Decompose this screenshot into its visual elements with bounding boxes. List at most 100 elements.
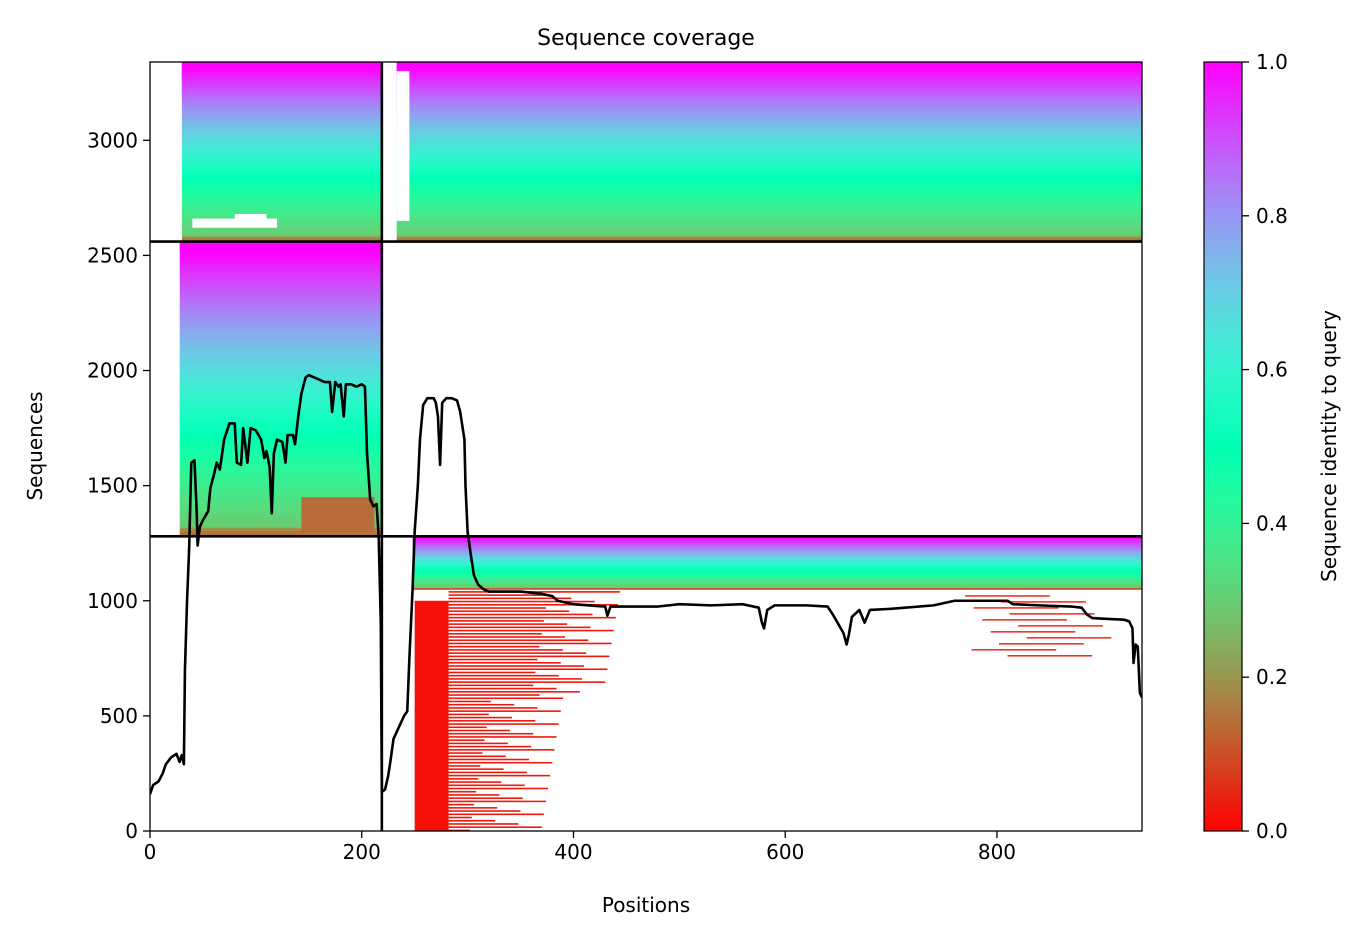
- heat-band-mid-chain-a: [179, 447, 382, 451]
- heat-band-top-chain-b: [396, 77, 1142, 81]
- heat-band-top-chain-a: [181, 121, 382, 125]
- heat-band-top-chain-b: [396, 166, 1142, 169]
- heat-band-mid-chain-a: [179, 481, 382, 484]
- heat-band-top-chain-b: [396, 73, 1142, 77]
- heat-band-top-chain-a: [181, 134, 382, 138]
- heat-band-mid-chain-a: [179, 302, 382, 305]
- heat-band-low-chain-b: [412, 537, 1142, 541]
- heat-band-top-chain-a: [181, 118, 382, 121]
- heat-red-streak: [990, 631, 1076, 633]
- heat-band-mid-chain-a: [179, 508, 382, 512]
- heat-band-mid-chain-a: [179, 418, 382, 421]
- heat-band-mid-chain-a: [179, 335, 382, 338]
- y-tick-label: 0: [125, 819, 138, 843]
- x-tick-label: 600: [766, 840, 804, 864]
- heat-band-top-chain-b: [396, 66, 1142, 70]
- x-tick-label: 0: [144, 840, 157, 864]
- heat-band-mid-chain-a: [179, 315, 382, 318]
- heat-band-top-chain-b: [396, 140, 1142, 143]
- heat-band-top-chain-a: [181, 103, 382, 106]
- heat-red-streak: [448, 697, 563, 700]
- heat-band-top-chain-a: [181, 225, 382, 228]
- heat-band-low-chain-b: [412, 556, 1142, 559]
- heat-band-top-chain-a: [181, 142, 382, 145]
- heat-band-low-chain-b: [412, 567, 1142, 570]
- heat-red-streak: [448, 732, 534, 735]
- heat-band-mid-chain-a: [179, 411, 382, 414]
- heat-band-top-chain-b: [396, 92, 1142, 95]
- heat-band-mid-chain-a: [179, 296, 382, 300]
- heat-band-low-chain-b: [412, 574, 1142, 577]
- heat-band-top-chain-b: [396, 195, 1142, 198]
- heat-red-streak: [448, 816, 472, 819]
- heat-band-mid-chain-a: [179, 455, 382, 458]
- heat-band-mid-chain-a: [179, 252, 382, 256]
- heat-red-streak: [1009, 613, 1095, 615]
- heat-band-mid-chain-a: [179, 493, 382, 497]
- heat-band-top-chain-a: [181, 182, 382, 186]
- heat-band-mid-chain-a: [179, 258, 382, 261]
- heat-band-low-chain-b: [412, 576, 1142, 579]
- heat-band-top-chain-b: [396, 155, 1142, 158]
- heat-band-top-chain-b: [396, 171, 1142, 175]
- y-tick-label: 2000: [87, 359, 138, 383]
- heat-red-streak: [448, 629, 614, 632]
- heat-band-top-chain-a: [181, 85, 382, 88]
- heat-band-top-chain-a: [181, 125, 382, 128]
- heat-band-low-chain-b: [412, 578, 1142, 581]
- heat-band-top-chain-a: [181, 201, 382, 204]
- heat-band-top-chain-a: [181, 228, 382, 232]
- heat-band-top-chain-b: [396, 230, 1142, 233]
- heat-band-mid-chain-a: [179, 377, 382, 381]
- heat-band-top-chain-a: [181, 68, 382, 71]
- heat-band-top-chain-a: [181, 158, 382, 162]
- heat-band-mid-chain-a: [179, 434, 382, 438]
- heat-band-top-chain-a: [181, 156, 382, 160]
- heat-red-streak: [448, 684, 534, 687]
- chart-title: Sequence coverage: [537, 26, 755, 51]
- heat-band-top-chain-a: [181, 140, 382, 143]
- heat-band-top-chain-a: [181, 186, 382, 189]
- heat-gap: [234, 213, 267, 224]
- heat-band-mid-chain-a: [179, 527, 382, 530]
- heat-band-top-chain-b: [396, 237, 1142, 241]
- heat-band-top-chain-b: [396, 210, 1142, 213]
- heat-band-top-chain-a: [181, 79, 382, 82]
- heat-red-streak: [448, 678, 582, 680]
- heat-band-mid-chain-a: [179, 473, 382, 477]
- heat-band-top-chain-b: [396, 62, 1142, 66]
- heat-red-streak: [448, 665, 585, 667]
- heat-band-top-chain-b: [396, 127, 1142, 130]
- heat-band-top-chain-b: [396, 162, 1142, 165]
- heat-red-streak: [448, 613, 593, 616]
- heat-band-mid-chain-a: [179, 341, 382, 344]
- heat-band-mid-chain-a: [179, 250, 382, 254]
- heat-band-top-chain-b: [396, 186, 1142, 189]
- heat-band-mid-chain-a: [179, 368, 382, 372]
- heat-gap: [396, 71, 410, 221]
- heat-band-mid-chain-a: [179, 420, 382, 423]
- heat-band-top-chain-b: [396, 70, 1142, 73]
- heat-band-low-chain-b: [412, 585, 1142, 589]
- heat-band-mid-chain-a: [179, 344, 382, 348]
- heat-band-mid-chain-a: [179, 469, 382, 473]
- heat-band-mid-chain-a: [179, 464, 382, 467]
- heat-band-top-chain-b: [396, 156, 1142, 160]
- heat-band-mid-chain-a: [179, 451, 382, 455]
- heat-band-top-chain-b: [396, 142, 1142, 145]
- heat-band-top-chain-b: [396, 101, 1142, 105]
- heat-red-streak: [448, 642, 612, 645]
- heat-band-mid-chain-a: [179, 490, 382, 493]
- heat-band-low-chain-b: [412, 545, 1142, 548]
- heat-band-top-chain-a: [181, 75, 382, 79]
- heat-band-top-chain-a: [181, 162, 382, 165]
- heat-band-top-chain-a: [181, 208, 382, 211]
- heat-band-top-chain-b: [396, 177, 1142, 180]
- heat-band-mid-chain-a: [179, 304, 382, 307]
- heat-band-mid-chain-a: [179, 285, 382, 289]
- heat-band-top-chain-b: [396, 225, 1142, 228]
- heat-band-mid-chain-a: [179, 381, 382, 385]
- heat-band-mid-chain-a: [179, 506, 382, 510]
- heat-red-streak: [448, 797, 523, 799]
